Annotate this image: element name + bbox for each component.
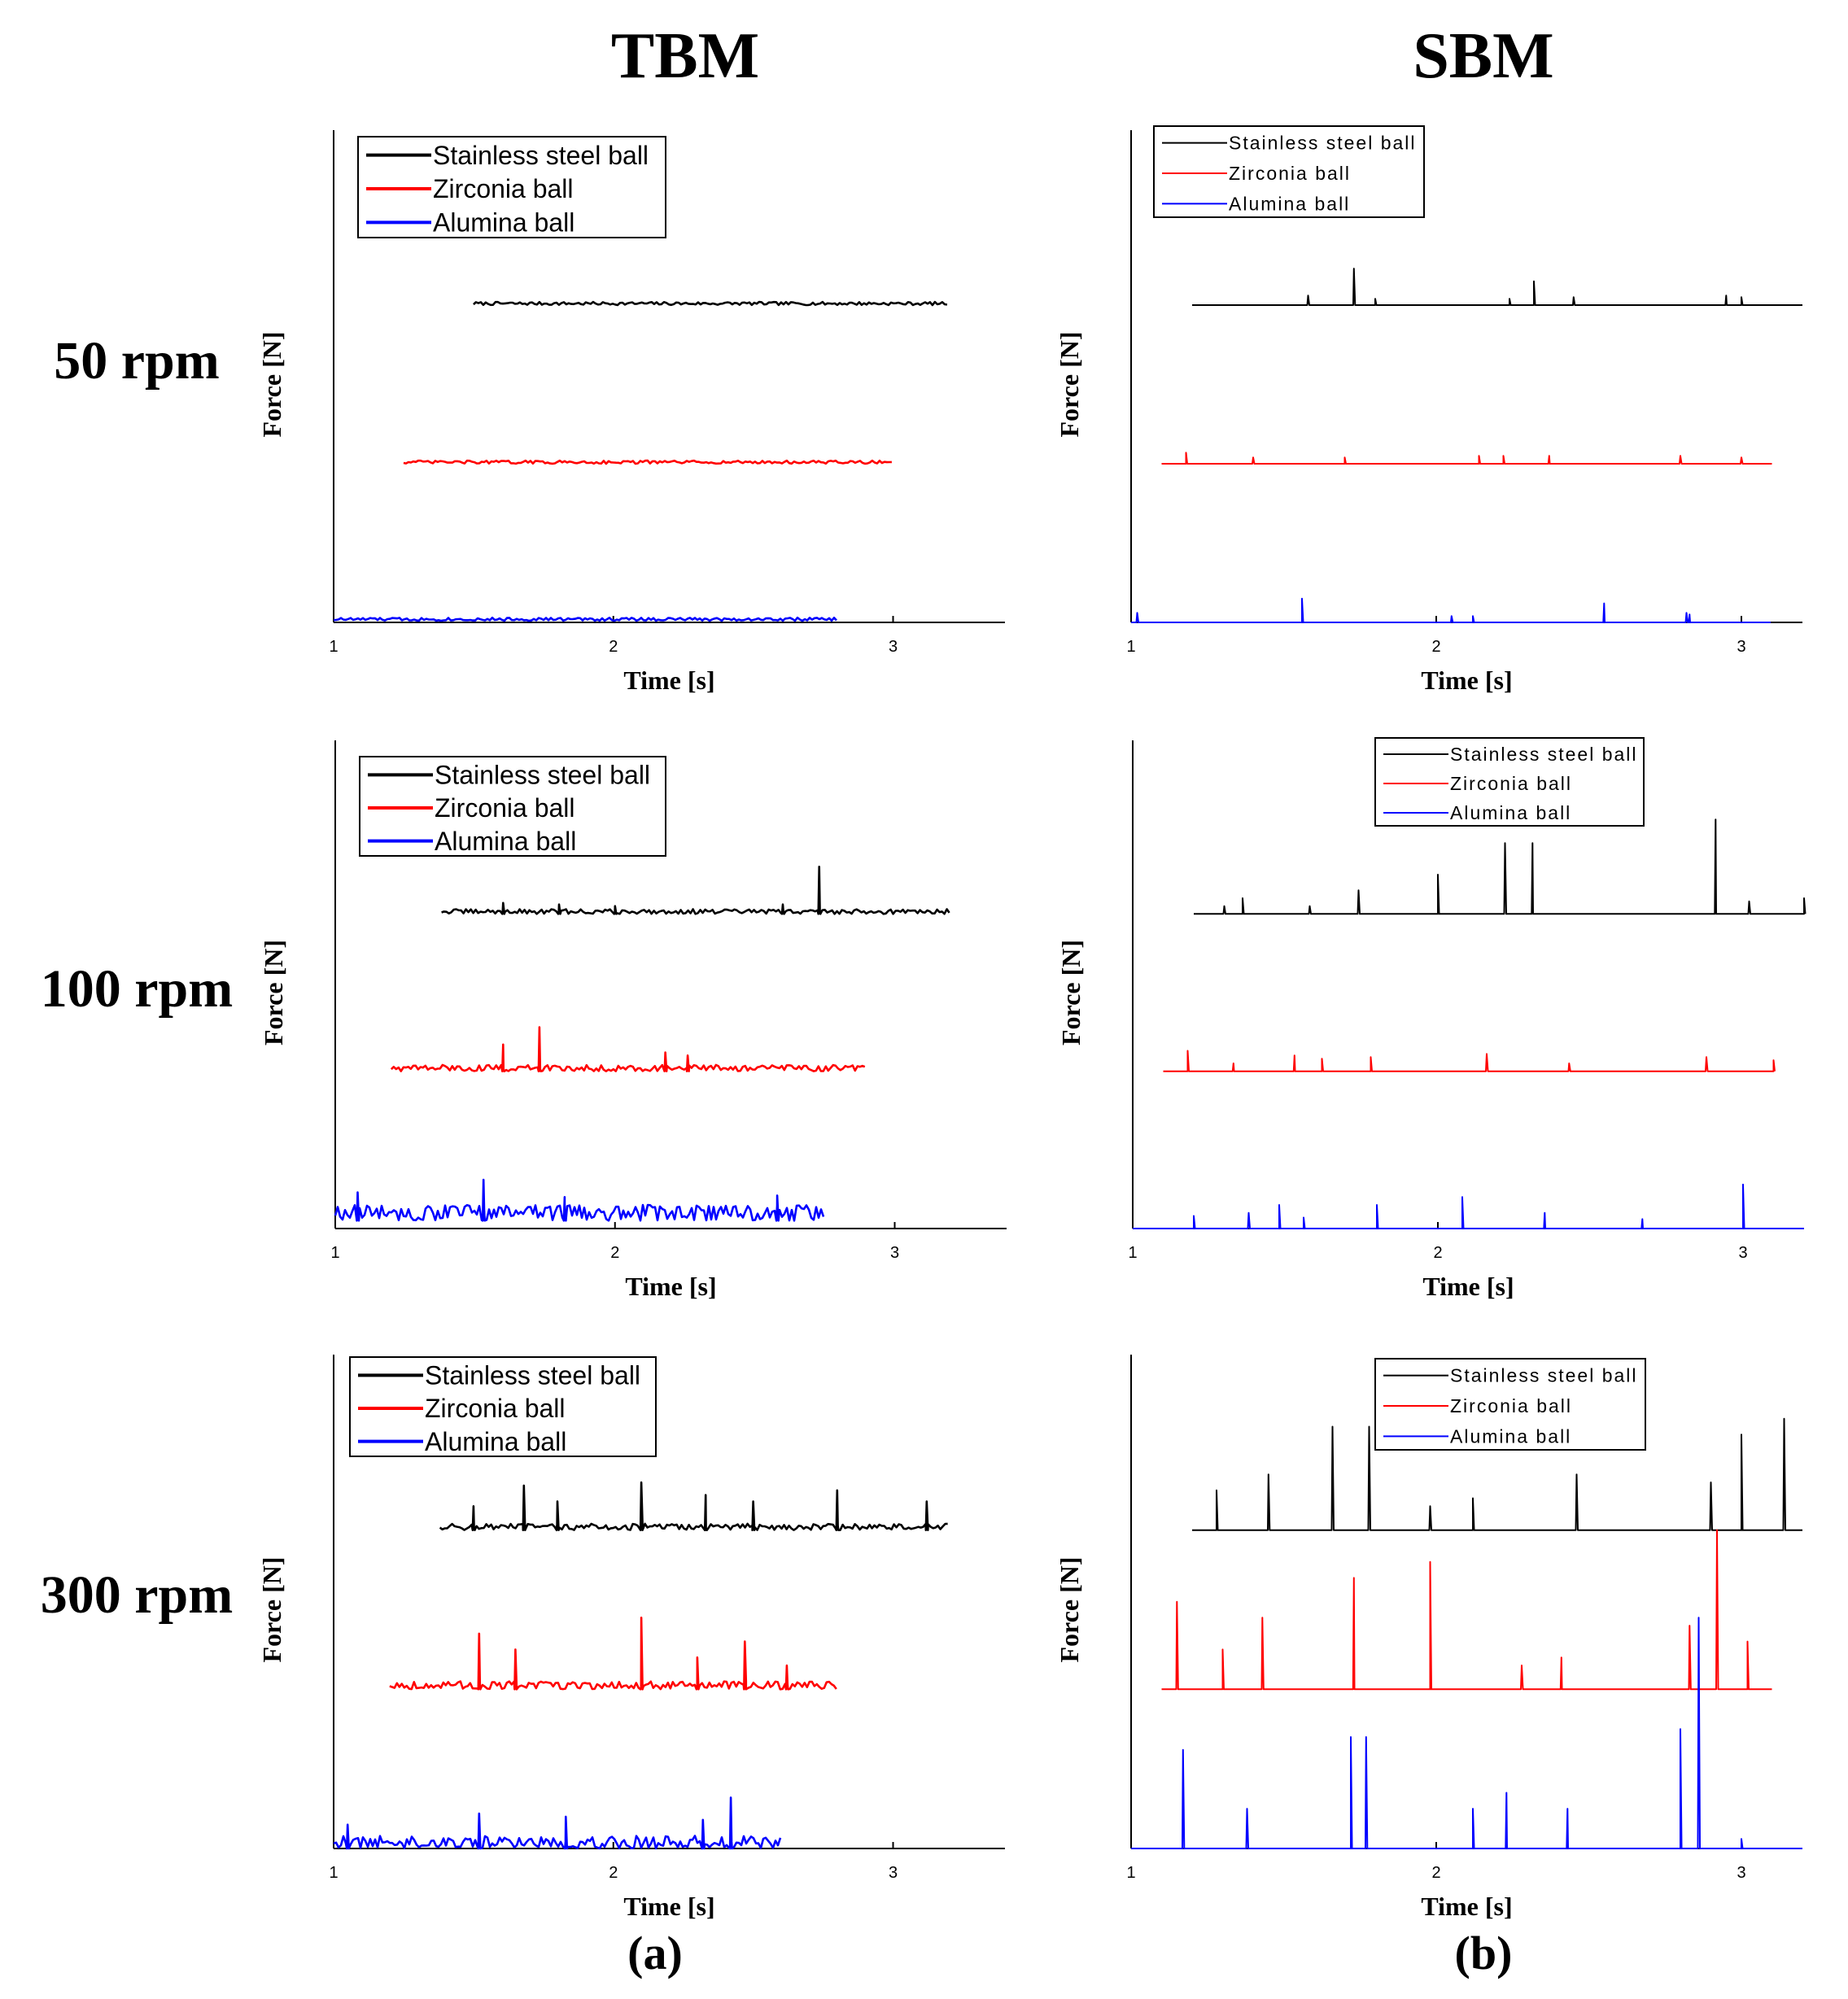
tbm-300-y-axis-label: Force [N] (257, 1557, 286, 1663)
sbm-100-y-axis-label: Force [N] (1056, 940, 1086, 1045)
tbm-300-legend-label: Zirconia ball (425, 1394, 566, 1423)
tbm-100-series-alumina-ball (334, 1178, 825, 1222)
tbm-100-series-stainless-steel-ball (441, 866, 950, 915)
tbm-300-panel: 1 2 3 Time [s] Force [N] Stainless steel ball… (257, 1355, 1005, 1921)
row-label-50rpm: 50 rpm (54, 331, 219, 391)
sbm-100-x-tick-label: 1 (1128, 1244, 1137, 1262)
tbm-100-x-tick-label: 2 (610, 1244, 619, 1262)
tbm-column-heading: TBM (611, 20, 759, 92)
sbm-100-x-axis-label: Time [s] (1422, 1272, 1514, 1301)
tbm-50-series-zirconia-ball (403, 459, 892, 465)
sbm-50-x-tick-label: 2 (1431, 638, 1440, 656)
sbm-100-legend-box (1374, 737, 1645, 827)
sbm-50-x-tick-label: 3 (1737, 638, 1745, 656)
sbm-300-series-stainless-steel-ball (1192, 1417, 1802, 1531)
tbm-300-series-alumina-ball (333, 1796, 782, 1850)
sbm-50-series-alumina-ball (1131, 597, 1771, 623)
tbm-100-series-zirconia-ball (390, 1026, 866, 1072)
sbm-50-legend-box (1153, 125, 1425, 218)
tbm-100-legend-label: Alumina ball (435, 827, 576, 856)
plots-group: 1 2 3 Time [s] Force [N] Stainless steel ball… (257, 125, 1806, 1921)
tbm-50-legend-label: Zirconia ball (433, 174, 574, 203)
tbm-300-x-tick-label: 3 (889, 1864, 898, 1882)
sbm-300-series-zirconia-ball (1161, 1529, 1772, 1691)
sbm-50-legend-label: Zirconia ball (1229, 163, 1351, 184)
sbm-300-panel: 1 2 3 Time [s] Force [N] Stainless steel ball… (1055, 1355, 1802, 1921)
sbm-300-series-alumina-ball (1131, 1617, 1802, 1849)
tbm-50-legend-label: Stainless steel ball (433, 141, 649, 170)
sbm-300-legend-label: Zirconia ball (1450, 1395, 1572, 1416)
sbm-100-series-stainless-steel-ball (1194, 818, 1806, 915)
tbm-300-legend-label: Stainless steel ball (425, 1361, 640, 1390)
sbm-300-legend-label: Alumina ball (1450, 1425, 1571, 1447)
sbm-column-heading: SBM (1413, 20, 1553, 92)
sbm-50-series-stainless-steel-ball (1192, 268, 1802, 306)
tbm-100-legend-label: Zirconia ball (435, 793, 575, 823)
sbm-50-x-axis-label: Time [s] (1421, 666, 1512, 695)
sbm-300-x-axis-label: Time [s] (1421, 1892, 1512, 1921)
sbm-50-legend-label: Stainless steel ball (1229, 133, 1417, 154)
sbm-300-legend-box (1374, 1358, 1646, 1451)
tbm-100-x-axis-label: Time [s] (625, 1272, 716, 1301)
tbm-300-series-zirconia-ball (389, 1617, 837, 1691)
sbm-50-legend-label: Alumina ball (1229, 193, 1350, 214)
sbm-50-series-zirconia-ball (1161, 452, 1772, 465)
tbm-50-series-stainless-steel-ball (473, 300, 948, 307)
sbm-300-x-tick-label: 1 (1126, 1864, 1135, 1882)
caption-b: (b) (1455, 1927, 1513, 1979)
sbm-100-legend-label: Alumina ball (1450, 802, 1571, 823)
tbm-50-y-axis-label: Force [N] (257, 332, 286, 438)
sbm-300-x-tick-label: 3 (1737, 1864, 1745, 1882)
tbm-300-x-tick-label: 2 (609, 1864, 618, 1882)
sbm-100-x-tick-label: 3 (1738, 1244, 1747, 1262)
tbm-300-legend-label: Alumina ball (425, 1427, 566, 1456)
tbm-50-x-tick-label: 2 (609, 638, 618, 656)
row-label-100rpm: 100 rpm (41, 959, 233, 1019)
sbm-100-x-tick-label: 2 (1433, 1244, 1442, 1262)
sbm-300-x-tick-label: 2 (1431, 1864, 1440, 1882)
sbm-100-panel: 1 2 3 Time [s] Force [N] Stainless steel ball… (1056, 737, 1806, 1301)
tbm-300-series-stainless-steel-ball (439, 1481, 948, 1531)
tbm-50-series-alumina-ball (333, 616, 837, 622)
sbm-50-y-axis-label: Force [N] (1055, 332, 1084, 438)
tbm-100-legend-label: Stainless steel ball (435, 761, 650, 790)
tbm-100-panel: 1 2 3 Time [s] Force [N] Stainless steel ball… (259, 740, 1007, 1301)
sbm-100-legend-label: Zirconia ball (1450, 773, 1572, 794)
row-label-300rpm: 300 rpm (41, 1565, 233, 1625)
sbm-100-legend-label: Stainless steel ball (1450, 744, 1638, 765)
sbm-100-series-alumina-ball (1133, 1183, 1804, 1229)
caption-a: (a) (627, 1927, 683, 1979)
tbm-50-x-tick-label: 1 (329, 638, 338, 656)
tbm-300-x-axis-label: Time [s] (623, 1892, 714, 1921)
sbm-50-panel: 1 2 3 Time [s] Force [N] Stainless steel ball… (1055, 125, 1802, 695)
tbm-50-legend-label: Alumina ball (433, 208, 574, 238)
tbm-100-x-tick-label: 3 (890, 1244, 899, 1262)
sbm-300-legend-label: Stainless steel ball (1450, 1365, 1638, 1386)
tbm-50-panel: 1 2 3 Time [s] Force [N] Stainless steel ball… (257, 130, 1005, 695)
tbm-300-x-tick-label: 1 (329, 1864, 338, 1882)
tbm-100-x-tick-label: 1 (330, 1244, 339, 1262)
tbm-100-y-axis-label: Force [N] (259, 940, 288, 1045)
sbm-100-series-zirconia-ball (1163, 1050, 1776, 1072)
tbm-50-x-axis-label: Time [s] (623, 666, 714, 695)
sbm-300-y-axis-label: Force [N] (1055, 1557, 1084, 1663)
sbm-50-x-tick-label: 1 (1126, 638, 1135, 656)
tbm-50-x-tick-label: 3 (889, 638, 898, 656)
